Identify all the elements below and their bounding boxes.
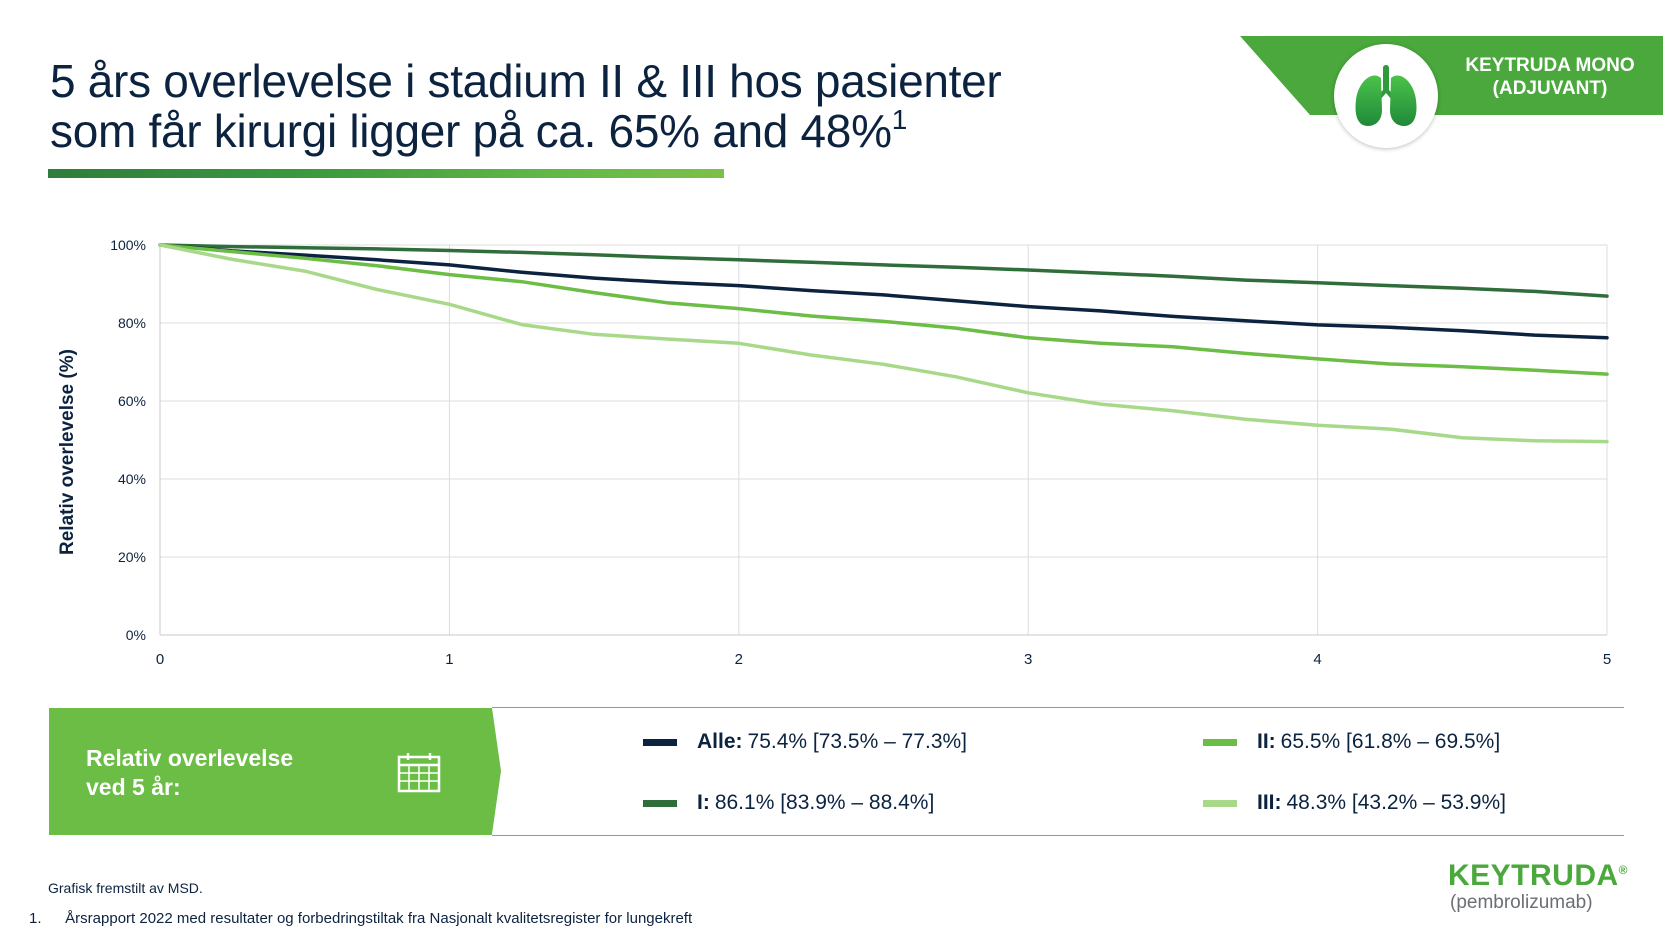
series-line-alle: [158, 243, 1609, 340]
summary-panel: Relativ overlevelse ved 5 år: Alle: 75.4…: [49, 706, 1624, 837]
lungs-icon: [1355, 65, 1417, 126]
legend-value-ii: 65.5% [61.8% – 69.5%]: [1280, 730, 1501, 753]
x-tick-label-2: 2: [735, 651, 743, 668]
brand-name-text: KEYTRUDA: [1448, 859, 1619, 892]
summary-arrow: [492, 708, 501, 834]
legend-key-ii: II:: [1257, 730, 1276, 753]
summary-top-rule: [492, 707, 1624, 708]
badge-text: KEYTRUDA MONO (ADJUVANT): [1440, 54, 1660, 100]
summary-label-line-1: Relativ overlevelse: [86, 745, 294, 771]
series-line-iii: [158, 243, 1609, 444]
y-tick-label-80: 80%: [118, 315, 146, 331]
x-tick-label-0: 0: [156, 651, 164, 668]
summary-label-box: Relativ overlevelse ved 5 år:: [49, 708, 492, 835]
page-title: 5 års overlevelse i stadium II & III hos…: [50, 56, 1200, 156]
legend-key-i: I:: [697, 791, 710, 814]
y-tick-label-40: 40%: [118, 471, 146, 487]
chart-axes: [159, 245, 1607, 636]
credit-text: Grafisk fremstilt av MSD.: [48, 880, 203, 896]
y-tick-label-0: 0%: [126, 627, 146, 643]
brand-generic: (pembrolizumab): [1450, 892, 1593, 913]
legend-swatch-alle: [643, 738, 677, 746]
chart-series: [158, 243, 1609, 444]
legend-value-i: 86.1% [83.9% – 88.4%]: [714, 791, 935, 814]
summary-bottom-rule: [492, 835, 1624, 836]
footnote-text: Årsrapport 2022 med resultater og forbed…: [65, 910, 693, 927]
badge-line-1: KEYTRUDA MONO: [1465, 55, 1635, 76]
summary-label: Relativ overlevelse ved 5 år:: [86, 744, 346, 802]
legend-value-alle: 75.4% [73.5% – 77.3%]: [747, 730, 968, 753]
legend-swatch-iii: [1203, 799, 1237, 807]
legend-item-alle: Alle: 75.4% [73.5% – 77.3%]: [643, 730, 967, 754]
title-line-1: 5 års overlevelse i stadium II & III hos…: [50, 55, 1002, 107]
series-line-i: [158, 243, 1609, 298]
title-line-2-text: som får kirurgi ligger på ca. 65% and 48…: [50, 105, 892, 157]
calendar-icon: [397, 753, 441, 793]
legend-value-iii: 48.3% [43.2% – 53.9%]: [1286, 791, 1507, 814]
badge-circle: [1334, 44, 1438, 148]
x-tick-label-5: 5: [1603, 651, 1611, 668]
y-tick-label-60: 60%: [118, 393, 146, 409]
badge-line-2: (ADJUVANT): [1492, 78, 1608, 99]
legend-swatch-ii: [1203, 738, 1237, 746]
legend-key-alle: Alle:: [697, 730, 743, 753]
y-axis-label: Relativ overlevelse (%): [57, 349, 78, 555]
title-footnote-ref: 1: [891, 104, 908, 135]
footnote-number: 1.: [29, 910, 42, 927]
legend-item-iii: III: 48.3% [43.2% – 53.9%]: [1203, 791, 1506, 815]
x-tick-label-4: 4: [1313, 651, 1321, 668]
brand-logo: KEYTRUDA® (pembrolizumab): [1448, 854, 1628, 914]
legend-key-iii: III:: [1257, 791, 1282, 814]
y-tick-label-20: 20%: [118, 549, 146, 565]
x-tick-label-1: 1: [445, 651, 453, 668]
brand-registered: ®: [1618, 863, 1629, 877]
legend-item-i: I: 86.1% [83.9% – 88.4%]: [643, 791, 934, 815]
x-tick-label-3: 3: [1024, 651, 1032, 668]
survival-chart: 0% 20% 40% 60% 80% 100% 0 1 2 3 4 5: [110, 237, 1611, 668]
title-line-2: som får kirurgi ligger på ca. 65% and 48…: [50, 104, 1200, 157]
legend-swatch-i: [643, 799, 677, 807]
series-line-ii: [158, 243, 1609, 376]
title-underline: [48, 169, 724, 178]
y-tick-label-100: 100%: [110, 237, 146, 253]
chart-tick-labels: 0% 20% 40% 60% 80% 100% 0 1 2 3 4 5: [110, 237, 1611, 668]
legend-item-ii: II: 65.5% [61.8% – 69.5%]: [1203, 730, 1500, 754]
chart-grid: [159, 244, 1608, 636]
brand-name: KEYTRUDA®: [1448, 854, 1628, 892]
summary-label-line-2: ved 5 år:: [86, 774, 181, 800]
footnote: 1. Årsrapport 2022 med resultater og for…: [29, 910, 692, 927]
